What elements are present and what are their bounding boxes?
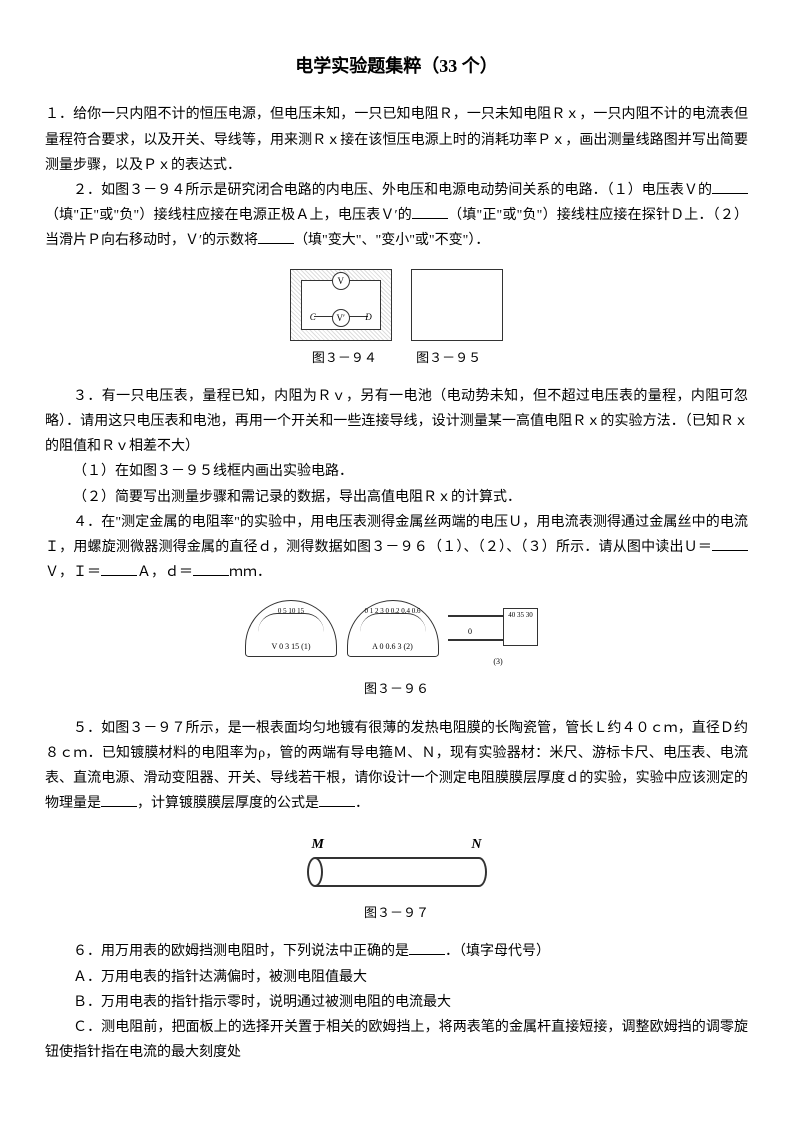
q6-text-b: ．（填字母代号） <box>445 944 550 959</box>
ammeter-dial: 0 1 2 3 0 0.2 0.4 0.6 A 0 0.6 3 (2) <box>347 600 439 657</box>
question-4: ４．在"测定金属的电阻率"的实验中，用电压表测得金属丝两端的电压Ｕ，用电流表测得… <box>45 510 748 586</box>
micrometer: 0 40 35 30 (3) <box>448 600 548 655</box>
blank-q2-1 <box>712 179 748 194</box>
q4-text-c: Ａ，ｄ＝ <box>137 565 193 580</box>
blank-q2-2 <box>412 204 448 219</box>
label-m: M <box>312 832 342 857</box>
blank-q4-u <box>712 536 748 551</box>
option-a: Ａ．万用电表的指针达满偏时，被测电阻值最大 <box>45 965 748 990</box>
micrometer-thimble: 40 35 30 <box>503 608 538 646</box>
micrometer-barrel: 0 <box>448 615 503 641</box>
q2-text-d: （填"变大"、"变小"或"不变"）． <box>294 233 489 248</box>
voltmeter-label: V 0 3 15 (1) <box>246 640 336 654</box>
question-3-1: （１）在如图３－９５线框内画出实验电路． <box>45 459 748 484</box>
tube-end-m <box>307 857 323 887</box>
figure-row-97: MN <box>45 832 748 896</box>
ceramic-tube <box>307 857 487 887</box>
question-3-2: （２）简要写出测量步骤和需记录的数据，导出高值电阻Ｒｘ的计算式． <box>45 485 748 510</box>
option-c: Ｃ．测电阻前，把面板上的选择开关置于相关的欧姆挡上，将两表笔的金属杆直接短接，调… <box>45 1015 748 1065</box>
question-6: ６．用万用表的欧姆挡测电阻时，下列说法中正确的是 ．（填字母代号） <box>45 939 748 964</box>
q5-text-b: ，计算镀膜膜层厚度的公式是 <box>137 796 319 811</box>
q4-text-a: ４．在"测定金属的电阻率"的实验中，用电压表测得金属丝两端的电压Ｕ，用电流表测得… <box>45 515 748 555</box>
figure-3-94: V V′ C D <box>290 269 392 341</box>
blank-q6 <box>409 940 445 955</box>
q4-text-b: Ｖ，Ｉ＝ <box>45 565 101 580</box>
tube-end-n <box>471 857 487 887</box>
blank-q5-1 <box>101 792 137 807</box>
figure-row-96: 0 5 10 15 V 0 3 15 (1) 0 1 2 3 0 0.2 0.4… <box>45 600 748 657</box>
figure-3-95 <box>411 269 503 341</box>
blank-q5-2 <box>319 792 355 807</box>
ammeter-label: A 0 0.6 3 (2) <box>348 640 438 654</box>
caption-97: 图３－９７ <box>45 901 748 924</box>
question-2: ２．如图３－９４所示是研究闭合电路的内电压、外电压和电源电动势间关系的电路．（１… <box>45 178 748 254</box>
q2-text-b: （填"正"或"负"）接线柱应接在电源正极Ａ上，电压表Ｖ′的 <box>45 208 412 223</box>
question-5: ５．如图３－９７所示，是一根表面均匀地镀有很薄的发热电阻膜的长陶瓷管，管长Ｌ约４… <box>45 716 748 817</box>
blank-q4-d <box>193 561 229 576</box>
voltmeter-dial: 0 5 10 15 V 0 3 15 (1) <box>245 600 337 657</box>
option-b: Ｂ．万用电表的指针指示零时，说明通过被测电阻的电流最大 <box>45 990 748 1015</box>
voltmeter-v-icon: V <box>332 272 350 290</box>
blank-q2-3 <box>258 229 294 244</box>
page-title: 电学实验题集粹（33 个） <box>45 50 748 82</box>
figure-row-94-95: V V′ C D <box>45 269 748 341</box>
point-c-label: C <box>310 309 316 325</box>
blank-q4-i <box>101 561 137 576</box>
q2-text-a: ２．如图３－９４所示是研究闭合电路的内电压、外电压和电源电动势间关系的电路．（１… <box>73 183 712 198</box>
voltmeter-v-prime-icon: V′ <box>332 309 350 327</box>
q5-text-c: ． <box>355 796 369 811</box>
q6-text-a: ６．用万用表的欧姆挡测电阻时，下列说法中正确的是 <box>73 944 409 959</box>
caption-96: 图３－９６ <box>45 677 748 700</box>
label-n: N <box>452 832 482 857</box>
figure-caption-94-95: 图３－９４ 图３－９５ <box>45 346 748 369</box>
question-1: １．给你一只内阻不计的恒压电源，但电压未知，一只已知电阻Ｒ，一只未知电阻Ｒｘ，一… <box>45 102 748 178</box>
caption-95: 图３－９５ <box>416 346 481 369</box>
caption-94: 图３－９４ <box>312 346 377 369</box>
q4-text-d: ｍｍ． <box>229 565 271 580</box>
micrometer-label: (3) <box>448 655 548 669</box>
question-3: ３．有一只电压表，量程已知，内阻为Ｒｖ，另有一电池（电动势未知，但不超过电压表的… <box>45 384 748 460</box>
point-d-label: D <box>365 309 372 325</box>
